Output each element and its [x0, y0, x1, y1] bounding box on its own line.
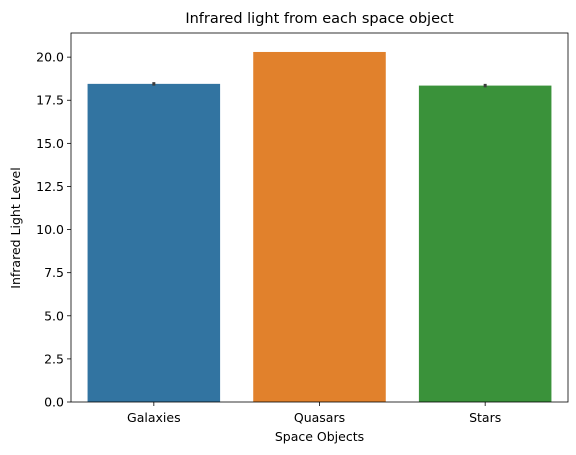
y-tick-label: 5.0	[44, 308, 64, 323]
y-tick-label: 12.5	[36, 179, 64, 194]
bar-stars	[418, 85, 552, 402]
x-tick-label: Galaxies	[127, 410, 181, 425]
plot-area: Galaxies Quasars Stars 0.0 2.5 5.0 7.5 10.0 12.5…	[36, 32, 569, 425]
y-tick-label: 0.0	[44, 395, 64, 410]
y-tick-label: 10.0	[36, 222, 64, 237]
bar-quasars	[253, 51, 386, 403]
x-axis-label: Space Objects	[275, 429, 364, 444]
chart-title: Infrared light from each space object	[185, 11, 454, 27]
x-tick-label: Quasars	[294, 410, 345, 425]
y-tick-label: 2.5	[44, 351, 64, 366]
y-tick-label: 20.0	[36, 50, 64, 65]
y-tick-label: 17.5	[36, 93, 64, 108]
y-axis-label: Infrared Light Level	[8, 167, 23, 288]
x-tick-label: Stars	[469, 410, 501, 425]
y-tick-label: 7.5	[44, 265, 64, 280]
plot-frame	[70, 32, 569, 403]
y-tick-label: 15.0	[36, 136, 64, 151]
bar-galaxies	[87, 83, 221, 402]
